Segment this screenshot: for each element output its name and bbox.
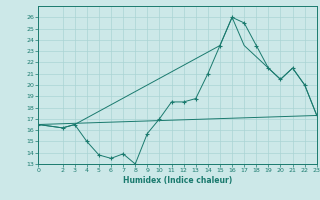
X-axis label: Humidex (Indice chaleur): Humidex (Indice chaleur) <box>123 176 232 185</box>
